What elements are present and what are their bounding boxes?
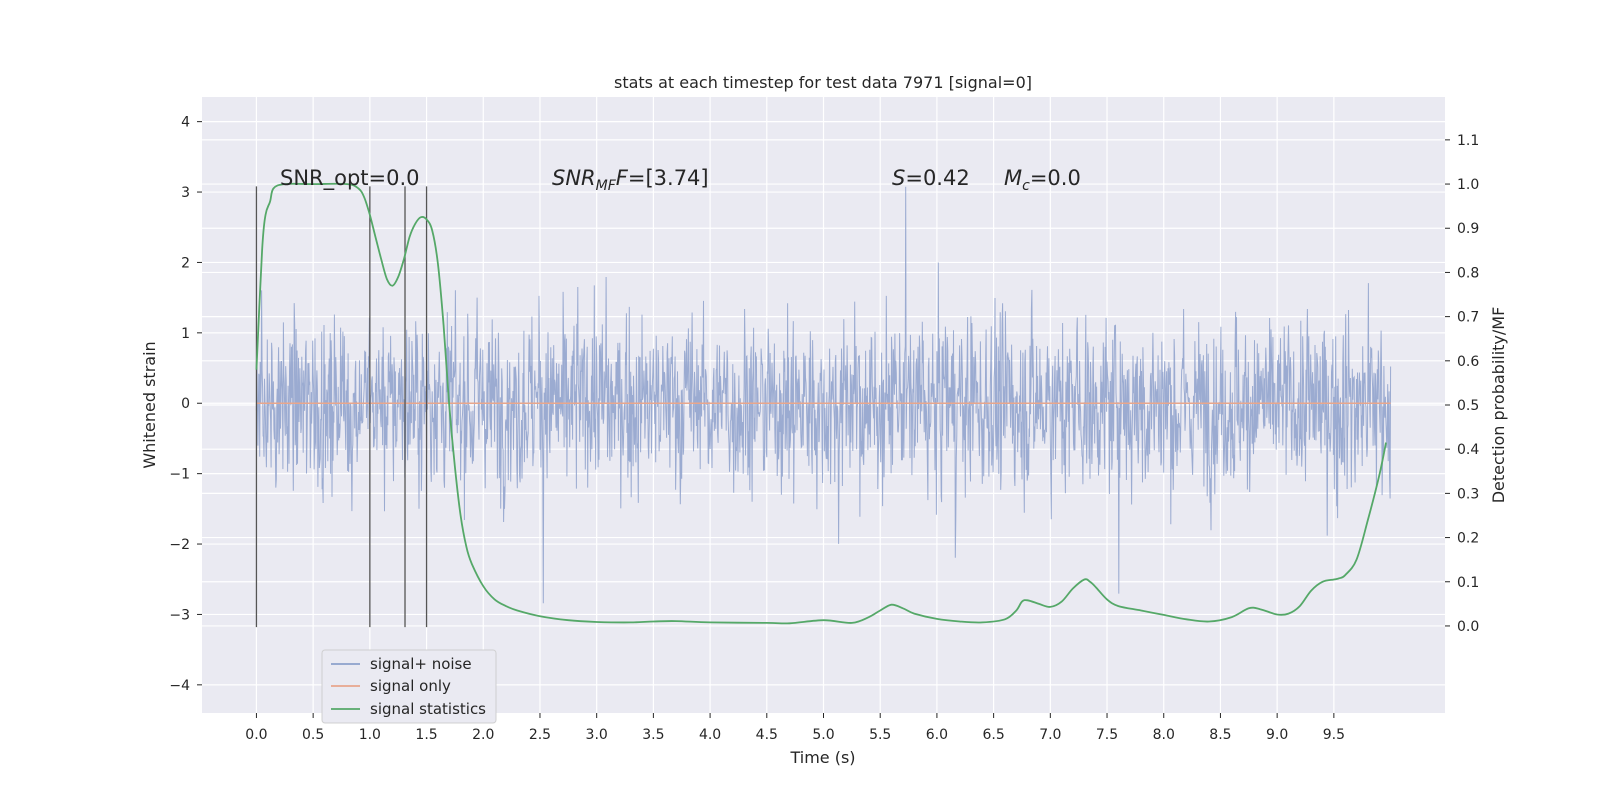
x-tick-label: 1.0: [359, 727, 381, 743]
y-left-tick-label: −3: [169, 607, 190, 623]
x-tick-label: 7.5: [1096, 727, 1118, 743]
y-right-tick-label: 0.1: [1457, 575, 1479, 591]
y-right-tick-label: 0.2: [1457, 531, 1479, 547]
annotation-snr-mf-symbol: SNR: [552, 166, 596, 190]
y-right-tick-label: 0.4: [1457, 442, 1479, 458]
x-tick-label: 4.0: [699, 727, 721, 743]
annotation-s-value: =0.42: [905, 166, 969, 190]
legend-label-signal-statistics: signal statistics: [370, 700, 486, 718]
y-right-tick-label: 0.7: [1457, 310, 1479, 326]
x-tick-label: 6.5: [982, 727, 1004, 743]
y-right-tick-label: 1.0: [1457, 177, 1479, 193]
legend-label-signal-noise: signal+ noise: [370, 655, 472, 673]
x-tick-label: 5.0: [812, 727, 834, 743]
annotation-snr-opt: SNR_opt=0.0: [280, 166, 420, 191]
x-tick-label: 9.0: [1266, 727, 1288, 743]
y-left-tick-label: 0: [181, 396, 190, 412]
annotation-mc-value: =0.0: [1030, 166, 1081, 190]
y-right-tick-label: 0.3: [1457, 486, 1479, 502]
annotation-snr-mf-subscript: MF: [596, 178, 617, 194]
y-right-tick-label: 1.1: [1457, 133, 1479, 149]
x-tick-label: 2.0: [472, 727, 494, 743]
x-axis-label: Time (s): [789, 748, 855, 767]
x-tick-label: 1.5: [415, 727, 437, 743]
annotation-mc-subscript: c: [1022, 178, 1030, 194]
x-tick-label: 7.0: [1039, 727, 1061, 743]
y-right-tick-label: 0.0: [1457, 619, 1479, 635]
x-tick-label: 8.5: [1209, 727, 1231, 743]
x-axis-ticks: 0.0 0.5 1.0 1.5 2.0 2.5 3.0 3.5 4.0 4.5 5.0 5.5 6.0 6…: [245, 713, 1345, 743]
legend: signal+ noise signal only signal statist…: [321, 649, 497, 724]
y-left-tick-label: 3: [181, 185, 190, 201]
y-left-tick-label: 4: [181, 115, 190, 131]
y-left-tick-label: −2: [169, 537, 190, 553]
y-axis-right-label: Detection probability/MF: [1489, 307, 1508, 504]
x-tick-label: 3.0: [586, 727, 608, 743]
annotation-snr-mf-value: =[3.74]: [628, 166, 709, 190]
annotation-snr-mf: SNRMFF=[3.74]: [552, 166, 709, 194]
y-right-tick-label: 0.6: [1457, 354, 1479, 370]
x-tick-label: 0.0: [245, 727, 267, 743]
y-left-tick-label: −4: [169, 678, 190, 694]
annotation-mc: Mc=0.0: [1004, 166, 1081, 194]
y-left-tick-label: 1: [181, 326, 190, 342]
x-tick-label: 8.0: [1153, 727, 1175, 743]
legend-label-signal-only: signal only: [370, 677, 451, 695]
x-tick-label: 4.5: [756, 727, 778, 743]
signal-statistics-series: [255, 182, 1387, 625]
vertical-markers: [255, 186, 428, 628]
y-axis-left-label: Whitened strain: [140, 341, 159, 468]
y-left-tick-label: 2: [181, 255, 190, 271]
annotation-mc-symbol: M: [1004, 166, 1022, 190]
y-axis-left-ticks: 4 3 2 1 0 −1 −2 −3 −4: [169, 115, 202, 694]
y-right-tick-label: 0.5: [1457, 398, 1479, 414]
y-axis-right-ticks: 1.1 1.0 0.9 0.8 0.7 0.6 0.5 0.4 0.3 0.2 0.1 0.0: [1445, 133, 1479, 635]
x-tick-label: 5.5: [869, 727, 891, 743]
legend-box: [321, 649, 497, 724]
annotation-s-symbol: S: [892, 166, 905, 190]
y-left-tick-label: −1: [169, 467, 190, 483]
x-tick-label: 9.5: [1323, 727, 1345, 743]
annotation-s: S=0.42: [892, 166, 970, 190]
x-tick-label: 0.5: [302, 727, 324, 743]
chart-title: stats at each timestep for test data 797…: [614, 73, 1032, 92]
x-tick-label: 2.5: [529, 727, 551, 743]
x-tick-label: 3.5: [642, 727, 664, 743]
x-tick-label: 6.0: [926, 727, 948, 743]
y-right-tick-label: 0.8: [1457, 265, 1479, 281]
y-right-tick-label: 0.9: [1457, 221, 1479, 237]
